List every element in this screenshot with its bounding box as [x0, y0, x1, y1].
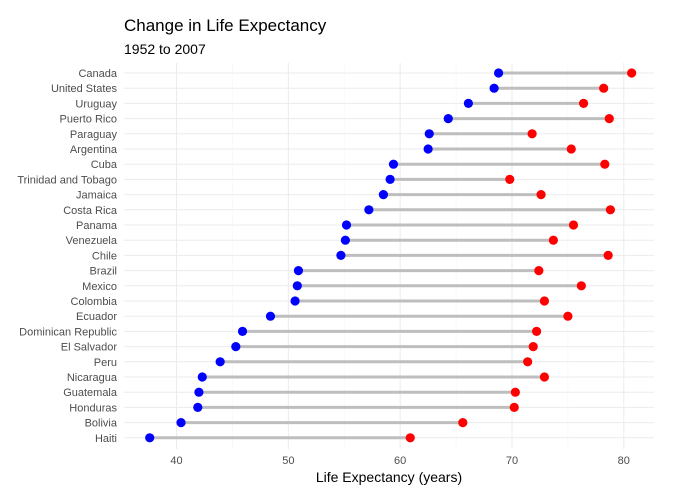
- y-axis-labels: Canada United States Uruguay Puerto Rico Par…: [17, 68, 118, 445]
- start-point: [292, 281, 302, 291]
- end-point: [539, 296, 550, 306]
- x-tick-label: 80: [618, 455, 630, 467]
- end-point: [599, 83, 609, 93]
- x-tick-label: 70: [506, 455, 518, 467]
- start-point: [423, 144, 433, 154]
- start-point: [176, 418, 186, 428]
- end-point: [600, 159, 610, 169]
- start-point: [215, 357, 225, 367]
- start-point: [378, 190, 389, 200]
- y-tick-label: Puerto Rico: [60, 114, 117, 126]
- y-tick-label: Mexico: [82, 281, 117, 293]
- y-tick-label: Cuba: [91, 159, 118, 171]
- start-point: [341, 220, 352, 230]
- end-point: [536, 190, 546, 200]
- y-tick-label: Honduras: [69, 402, 117, 414]
- y-tick-label: Jamaica: [76, 190, 118, 202]
- y-tick-label: Canada: [78, 68, 117, 80]
- end-point: [563, 311, 573, 321]
- start-point: [443, 114, 453, 124]
- points: [145, 68, 637, 443]
- y-tick-label: Nicaragua: [67, 372, 118, 384]
- end-point: [578, 98, 589, 108]
- start-point: [231, 342, 241, 352]
- start-point: [340, 235, 350, 245]
- chart-title: Change in Life Expectancy: [124, 16, 327, 35]
- y-tick-label: Paraguay: [70, 129, 118, 141]
- end-point: [527, 129, 537, 139]
- end-point: [605, 205, 615, 215]
- end-point: [534, 266, 544, 276]
- y-tick-label: El Salvador: [61, 342, 118, 354]
- y-tick-label: Chile: [92, 250, 117, 262]
- y-tick-label: Colombia: [71, 296, 118, 308]
- start-point: [336, 250, 346, 260]
- y-tick-label: Dominican Republic: [19, 326, 117, 338]
- segments: [149, 71, 632, 440]
- chart-subtitle: 1952 to 2007: [124, 41, 206, 57]
- end-point: [405, 433, 415, 443]
- end-point: [603, 250, 613, 260]
- y-tick-label: Venezuela: [66, 235, 118, 247]
- start-point: [388, 159, 399, 169]
- end-point: [566, 144, 576, 154]
- y-tick-label: Uruguay: [75, 98, 117, 110]
- y-tick-label: Ecuador: [76, 311, 117, 323]
- start-point: [493, 68, 504, 78]
- y-tick-label: United States: [51, 83, 118, 95]
- end-point: [458, 418, 468, 428]
- start-point: [265, 311, 276, 321]
- end-point: [531, 326, 542, 336]
- end-point: [576, 281, 586, 291]
- end-point: [548, 235, 558, 245]
- start-point: [290, 296, 300, 306]
- start-point: [463, 98, 473, 108]
- x-tick-label: 40: [170, 455, 182, 467]
- end-point: [505, 174, 515, 184]
- start-point: [489, 83, 499, 93]
- start-point: [194, 387, 204, 397]
- end-point: [523, 357, 533, 367]
- start-point: [145, 433, 155, 443]
- y-tick-label: Brazil: [89, 266, 117, 278]
- end-point: [509, 402, 519, 412]
- end-point: [528, 342, 538, 352]
- y-tick-label: Peru: [94, 357, 117, 369]
- y-tick-label: Argentina: [70, 144, 118, 156]
- end-point: [604, 114, 614, 124]
- start-point: [197, 372, 207, 382]
- start-point: [193, 402, 203, 412]
- x-tick-label: 50: [282, 455, 294, 467]
- start-point: [293, 266, 304, 276]
- start-point: [424, 129, 434, 139]
- start-point: [237, 326, 248, 336]
- start-point: [385, 174, 395, 184]
- end-point: [627, 68, 637, 78]
- y-tick-label: Bolivia: [85, 418, 118, 430]
- y-tick-label: Costa Rica: [63, 205, 118, 217]
- end-point: [568, 220, 579, 230]
- y-tick-label: Guatemala: [63, 387, 118, 399]
- y-tick-label: Panama: [76, 220, 118, 232]
- x-tick-label: 60: [394, 455, 406, 467]
- y-tick-label: Trinidad and Tobago: [17, 174, 117, 186]
- x-axis-label: Life Expectancy (years): [316, 469, 462, 485]
- x-axis-ticks: 40 50 60 70 80: [170, 455, 630, 467]
- y-tick-label: Haiti: [95, 433, 117, 445]
- end-point: [539, 372, 550, 382]
- end-point: [510, 387, 520, 397]
- start-point: [364, 205, 374, 215]
